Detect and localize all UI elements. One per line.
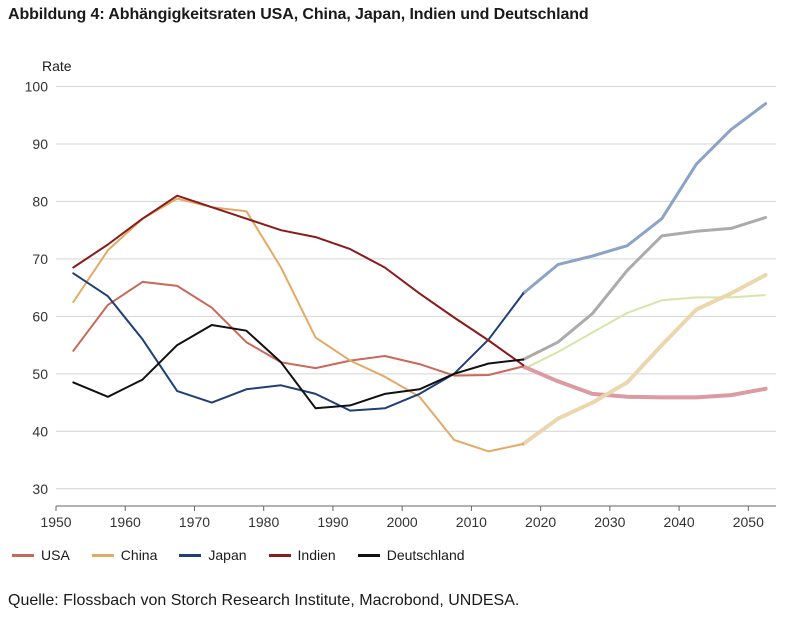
x-tick-label: 1950 — [40, 514, 71, 530]
y-tick-label: 60 — [32, 308, 48, 324]
x-tick-label: 1990 — [317, 514, 348, 530]
x-tick-label: 1960 — [110, 514, 141, 530]
legend-item-china: China — [91, 547, 158, 563]
series-line-china — [72, 197, 525, 453]
legend-label: China — [120, 547, 158, 563]
x-tick-label: 2030 — [594, 514, 625, 530]
y-tick-label: 40 — [32, 423, 48, 439]
y-tick-label: 100 — [25, 78, 49, 94]
projection-line-usa — [521, 364, 768, 400]
series-line-indien — [72, 194, 525, 367]
legend-label: Japan — [208, 547, 247, 563]
legend-swatch — [268, 553, 291, 557]
projection-line-extra — [522, 294, 766, 371]
series-line-usa — [72, 280, 525, 377]
x-tick-label: 2010 — [456, 514, 487, 530]
projection-line-deutschland — [521, 216, 768, 361]
chart-legend: USA China Japan Indien Deutschland — [12, 547, 487, 563]
y-tick-labels: 30 40 50 60 70 80 90 100 — [25, 78, 49, 496]
projection-line-china — [521, 273, 768, 446]
y-tick-label: 90 — [32, 136, 48, 152]
legend-swatch — [91, 553, 114, 557]
line-chart: 30 40 50 60 70 80 90 100 1950 1960 1970 1980 1990 20… — [25, 78, 776, 530]
chart-title: Abbildung 4: Abhängigkeitsraten USA, Chi… — [8, 6, 589, 23]
source-note: Quelle: Flossbach von Storch Research In… — [8, 592, 520, 609]
legend-swatch — [357, 553, 380, 557]
y-tick-label: 30 — [32, 481, 48, 497]
legend-label: Indien — [297, 547, 336, 563]
legend-swatch — [12, 553, 34, 557]
x-tick-label: 1970 — [179, 514, 210, 530]
y-tick-label: 50 — [32, 366, 48, 382]
x-tick-label: 2000 — [387, 514, 418, 530]
x-tick-label: 2020 — [525, 514, 556, 530]
projection-line-japan — [521, 102, 768, 295]
legend-swatch — [179, 553, 202, 557]
x-tick-label: 1980 — [248, 514, 279, 530]
legend-label: Deutschland — [386, 547, 465, 563]
series-line-japan — [72, 272, 525, 412]
y-tick-label: 80 — [32, 193, 48, 209]
x-tick-label: 2040 — [663, 514, 694, 530]
legend-item-japan: Japan — [179, 547, 247, 563]
legend-item-deutschland: Deutschland — [357, 547, 465, 563]
gridlines — [56, 85, 776, 490]
series-line-deutschland — [72, 324, 525, 410]
legend-label: USA — [41, 547, 70, 563]
y-axis-label: Rate — [42, 58, 72, 74]
series-lines — [72, 102, 768, 453]
x-tick-label: 2050 — [733, 514, 764, 530]
legend-item-usa: USA — [12, 547, 70, 563]
y-tick-label: 70 — [32, 251, 48, 267]
legend-item-indien: Indien — [268, 547, 336, 563]
x-axis: 1950 1960 1970 1980 1990 2000 2010 2020 2030 2040… — [40, 505, 776, 530]
